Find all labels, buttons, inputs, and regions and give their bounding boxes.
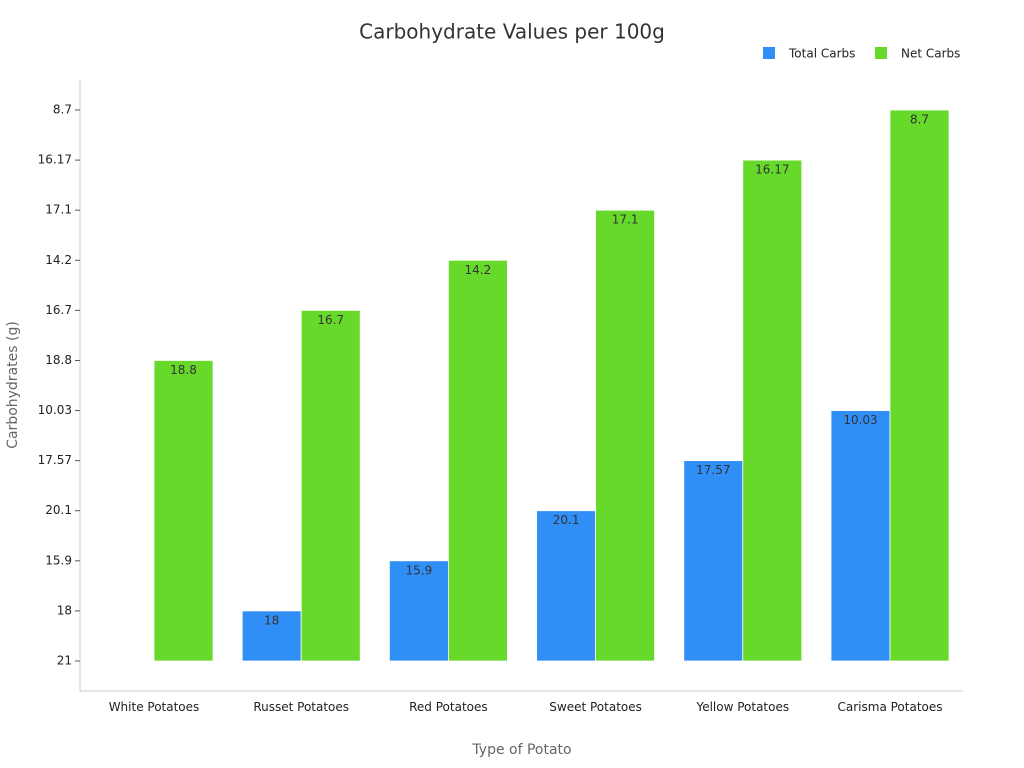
legend-swatch [875,47,887,59]
data-label: 16.7 [317,313,344,327]
bar [683,460,744,662]
y-tick-label: 20.1 [45,503,72,517]
y-tick-label: 16.17 [38,153,72,167]
data-label: 16.17 [755,163,789,177]
data-label: 17.57 [696,463,730,477]
y-tick-label: 8.7 [53,103,72,117]
bar [447,259,508,662]
legend-label: Net Carbs [901,47,960,61]
y-tick-label: 17.57 [38,453,72,467]
data-label: 8.7 [910,113,929,127]
bar [742,159,803,662]
y-tick-label: 18.8 [45,353,72,367]
y-tick-label: 21 [57,654,72,668]
y-tick-label: 17.1 [45,203,72,217]
x-tick-label: Red Potatoes [409,700,488,714]
data-label: 14.2 [465,263,492,277]
y-axis-title: Carbohydrates (g) [5,321,21,449]
bar [830,410,891,662]
x-tick-label: Yellow Potatoes [696,700,790,714]
bar [536,510,596,662]
bar [300,309,361,662]
legend-swatch [763,47,775,59]
y-tick-label: 16.7 [45,303,72,317]
bar [153,360,214,662]
x-axis-title: Type of Potato [471,742,571,758]
y-tick-label: 10.03 [38,403,72,417]
data-label: 20.1 [553,513,580,527]
x-tick-label: Russet Potatoes [253,700,350,714]
chart-title: Carbohydrate Values per 100g [359,20,665,44]
legend-label: Total Carbs [788,47,855,61]
data-label: 18.8 [170,363,197,377]
x-tick-label: Carisma Potatoes [837,700,943,714]
data-label: 17.1 [612,213,639,227]
y-tick-label: 15.9 [45,553,72,567]
bar [889,109,950,662]
x-tick-label: White Potatoes [108,700,200,714]
y-tick-label: 14.2 [45,253,72,267]
data-label: 10.03 [843,413,877,427]
y-tick-label: 18 [57,603,72,617]
x-tick-label: Sweet Potatoes [549,700,642,714]
data-label: 18 [264,613,279,627]
data-label: 15.9 [406,563,433,577]
bar [595,209,655,662]
